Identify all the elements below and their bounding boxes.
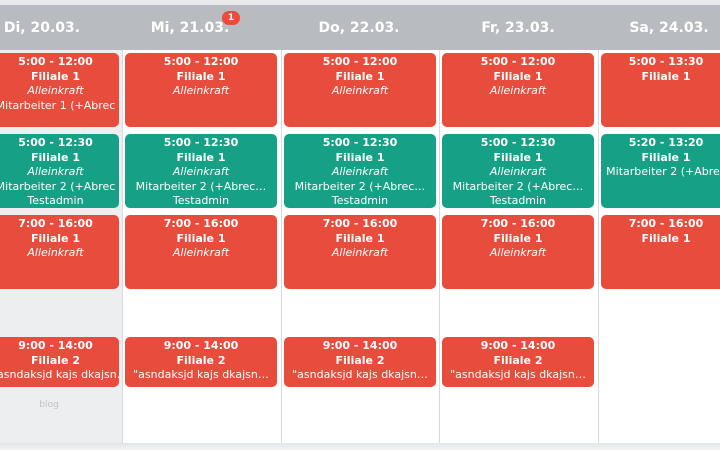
column-divider [439,50,440,443]
bottom-border [0,443,720,450]
shift-branch: Filiale 1 [176,69,226,83]
shift-branch: Filiale 1 [335,69,385,83]
shift-employee: Testadmin [331,194,389,207]
shift-branch: Filiale 2 [31,353,80,367]
shift-card[interactable]: 7:00 - 16:00 Filiale 1 Alleinkraft [0,215,119,289]
day-header-thu[interactable]: Do, 22.03. [318,19,400,36]
shift-employee: Testadmin [172,194,230,207]
notification-badge[interactable]: 1 [222,11,240,25]
shift-branch: Filiale 1 [335,231,385,245]
shift-card[interactable]: 5:00 - 12:30 Filiale 1 Alleinkraft Mitar… [125,134,277,208]
shift-time: 9:00 - 14:00 [163,339,239,352]
shift-employee: Mitarbeiter 2 (+Abrec… [294,179,426,193]
shift-time: 9:00 - 14:00 [322,339,398,352]
shift-card[interactable]: 5:20 - 13:20 Filiale 1 Mitarbeiter 2 (+A… [601,134,720,208]
shift-branch: Filiale 1 [641,231,691,245]
shift-card[interactable]: 5:00 - 12:30 Filiale 1 Alleinkraft Mitar… [442,134,594,208]
shift-branch: Filiale 1 [641,69,691,83]
shift-role: Alleinkraft [172,165,230,178]
shift-note: "asndaksjd kajs dkajsn… [292,368,428,381]
shift-card[interactable]: 9:00 - 14:00 Filiale 2 "asndaksjd kajs d… [0,337,119,387]
shift-branch: Filiale 1 [31,150,80,164]
shift-branch: Filiale 1 [335,150,385,164]
shift-branch: Filiale 1 [493,69,543,83]
shift-card[interactable]: 9:00 - 14:00 Filiale 2 "asndaksjd kajs d… [442,337,594,387]
shift-role: Alleinkraft [489,84,547,97]
blog-watermark: blog [39,400,59,410]
shift-role: Alleinkraft [27,84,84,97]
shift-card[interactable]: 5:00 - 12:30 Filiale 1 Alleinkraft Mitar… [0,134,119,208]
shift-branch: Filiale 1 [31,231,80,245]
shift-card[interactable]: 5:00 - 13:30 Filiale 1 [601,53,720,127]
shift-note: "asndaksjd kajs dkajsn… [0,368,119,381]
shift-branch: Filiale 1 [493,150,543,164]
shift-time: 5:00 - 13:30 [628,55,704,68]
shift-role: Alleinkraft [489,246,547,259]
shift-card[interactable]: 5:00 - 12:00 Filiale 1 Alleinkraft [125,53,277,127]
shift-note: "asndaksjd kajs dkajsn… [133,368,269,381]
shift-time: 5:00 - 12:30 [18,136,93,149]
day-header-wed[interactable]: Mi, 21.03. [150,19,230,36]
shift-card[interactable]: 9:00 - 14:00 Filiale 2 "asndaksjd kajs d… [284,337,436,387]
shift-time: 7:00 - 16:00 [480,217,556,230]
shift-role: Alleinkraft [27,165,84,178]
shift-employee: Mitarbeiter 1 (+Abrec [0,98,116,112]
column-divider [281,50,282,443]
shift-time: 7:00 - 16:00 [18,217,93,230]
shift-card[interactable]: 9:00 - 14:00 Filiale 2 "asndaksjd kajs d… [125,337,277,387]
shift-note: "asndaksjd kajs dkajsn… [450,368,586,381]
shift-employee: Testadmin [489,194,547,207]
shift-employee: Mitarbeiter 2 (+Abrec [606,165,720,178]
column-divider [122,50,123,443]
shift-time: 5:00 - 12:30 [163,136,239,149]
shift-role: Alleinkraft [27,246,84,259]
shift-card[interactable]: 5:00 - 12:00 Filiale 1 Alleinkraft [284,53,436,127]
shift-branch: Filiale 1 [641,150,691,164]
shift-card[interactable]: 7:00 - 16:00 Filiale 1 [601,215,720,289]
shift-card[interactable]: 7:00 - 16:00 Filiale 1 Alleinkraft [125,215,277,289]
top-border [0,0,720,5]
shift-time: 7:00 - 16:00 [163,217,239,230]
shift-time: 5:00 - 12:30 [480,136,556,149]
shift-role: Alleinkraft [331,165,389,178]
shift-card[interactable]: 5:00 - 12:00 Filiale 1 Alleinkraft [442,53,594,127]
shift-branch: Filiale 1 [176,231,226,245]
shift-time: 5:00 - 12:00 [322,55,398,68]
shift-branch: Filiale 1 [493,231,543,245]
shift-time: 9:00 - 14:00 [480,339,556,352]
shift-role: Alleinkraft [331,246,389,259]
shift-time: 9:00 - 14:00 [18,339,93,352]
day-header-tue[interactable]: Di, 20.03. [3,19,81,36]
shift-branch: Filiale 2 [335,353,385,367]
shift-branch: Filiale 1 [176,150,226,164]
shift-time: 5:00 - 12:00 [163,55,239,68]
shift-employee: Mitarbeiter 2 (+Abrec… [452,179,584,193]
shift-role: Alleinkraft [172,246,230,259]
day-header-bar [0,5,720,50]
shift-card[interactable]: 7:00 - 16:00 Filiale 1 Alleinkraft [442,215,594,289]
shift-time: 5:20 - 13:20 [628,136,704,149]
shift-time: 7:00 - 16:00 [628,217,704,230]
shift-time: 7:00 - 16:00 [322,217,398,230]
shift-time: 5:00 - 12:00 [480,55,556,68]
shift-employee: Mitarbeiter 2 (+Abrec… [135,179,267,193]
shift-role: Alleinkraft [489,165,547,178]
shift-branch: Filiale 2 [176,353,226,367]
shift-card[interactable]: 5:00 - 12:00 Filiale 1 Alleinkraft Mitar… [0,53,119,127]
shift-employee: Mitarbeiter 2 (+Abrec [0,179,116,193]
shift-branch: Filiale 2 [493,353,543,367]
shift-employee: Testadmin [27,194,84,207]
shift-time: 5:00 - 12:00 [18,55,93,68]
day-header-fri[interactable]: Fr, 23.03. [481,19,555,36]
shift-role: Alleinkraft [331,84,389,97]
shift-card[interactable]: 5:00 - 12:30 Filiale 1 Alleinkraft Mitar… [284,134,436,208]
shift-role: Alleinkraft [172,84,230,97]
shift-time: 5:00 - 12:30 [322,136,398,149]
shift-branch: Filiale 1 [31,69,80,83]
shift-card[interactable]: 7:00 - 16:00 Filiale 1 Alleinkraft [284,215,436,289]
column-divider [598,50,599,443]
day-header-sat[interactable]: Sa, 24.03. [629,19,709,36]
